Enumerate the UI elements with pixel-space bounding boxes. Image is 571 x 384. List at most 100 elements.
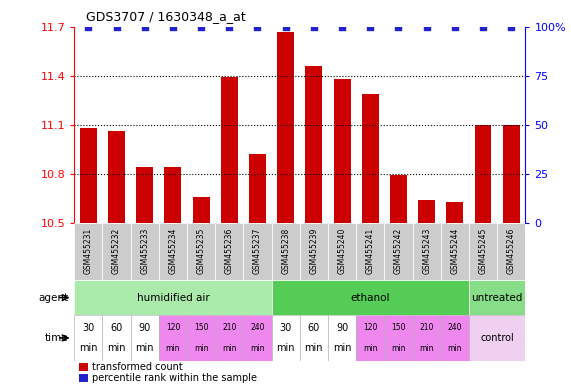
Text: min: min xyxy=(135,343,154,353)
Point xyxy=(337,24,347,30)
Text: GSM455234: GSM455234 xyxy=(168,227,178,274)
Text: 120: 120 xyxy=(166,323,180,332)
Text: untreated: untreated xyxy=(472,293,523,303)
Bar xyxy=(79,363,88,371)
Bar xyxy=(215,315,243,361)
Text: min: min xyxy=(391,344,406,353)
Bar xyxy=(418,200,435,223)
Bar xyxy=(503,125,520,223)
Bar xyxy=(384,315,413,361)
Bar xyxy=(187,315,215,361)
Bar xyxy=(249,154,266,223)
Text: GSM455241: GSM455241 xyxy=(366,227,375,273)
Point xyxy=(84,24,93,30)
Bar xyxy=(356,223,384,280)
Point xyxy=(196,24,206,30)
Text: GSM455235: GSM455235 xyxy=(196,227,206,274)
Point xyxy=(506,24,516,30)
Bar xyxy=(136,167,153,223)
Bar xyxy=(362,94,379,223)
Text: GDS3707 / 1630348_a_at: GDS3707 / 1630348_a_at xyxy=(86,10,246,23)
Bar xyxy=(300,315,328,361)
Bar xyxy=(159,223,187,280)
Text: 240: 240 xyxy=(448,323,462,332)
Text: 30: 30 xyxy=(82,323,94,333)
Bar xyxy=(384,223,413,280)
Bar xyxy=(305,66,323,223)
Text: 90: 90 xyxy=(139,323,151,333)
Point xyxy=(225,24,234,30)
Text: GSM455238: GSM455238 xyxy=(281,227,290,273)
Bar xyxy=(272,315,300,361)
Point xyxy=(253,24,262,30)
Bar xyxy=(221,78,238,223)
Text: time: time xyxy=(45,333,69,343)
Bar xyxy=(300,223,328,280)
Text: GSM455239: GSM455239 xyxy=(309,227,319,274)
Text: min: min xyxy=(276,343,295,353)
Bar xyxy=(272,280,469,315)
Text: min: min xyxy=(363,344,377,353)
Text: 240: 240 xyxy=(250,323,265,332)
Point xyxy=(309,24,319,30)
Bar xyxy=(131,223,159,280)
Bar xyxy=(164,167,182,223)
Text: 120: 120 xyxy=(363,323,377,332)
Bar xyxy=(497,223,525,280)
Bar xyxy=(243,315,272,361)
Text: min: min xyxy=(419,344,434,353)
Text: GSM455240: GSM455240 xyxy=(337,227,347,274)
Bar xyxy=(79,374,88,382)
Text: GSM455242: GSM455242 xyxy=(394,227,403,273)
Bar xyxy=(74,280,272,315)
Text: 90: 90 xyxy=(336,323,348,333)
Text: ethanol: ethanol xyxy=(351,293,390,303)
Text: min: min xyxy=(194,344,208,353)
Bar xyxy=(475,125,492,223)
Bar xyxy=(243,223,272,280)
Point xyxy=(365,24,375,30)
Text: min: min xyxy=(333,343,351,353)
Bar xyxy=(469,223,497,280)
Text: control: control xyxy=(480,333,514,343)
Point xyxy=(394,24,403,30)
Bar xyxy=(441,315,469,361)
Bar xyxy=(102,223,131,280)
Text: 210: 210 xyxy=(222,323,236,332)
Bar xyxy=(328,315,356,361)
Text: 30: 30 xyxy=(280,323,292,333)
Bar xyxy=(413,223,441,280)
Text: 210: 210 xyxy=(420,323,434,332)
Bar xyxy=(441,223,469,280)
Text: GSM455243: GSM455243 xyxy=(422,227,431,274)
Text: min: min xyxy=(250,344,265,353)
Bar xyxy=(187,223,215,280)
Text: min: min xyxy=(107,343,126,353)
Bar xyxy=(108,131,125,223)
Text: GSM455233: GSM455233 xyxy=(140,227,149,274)
Text: percentile rank within the sample: percentile rank within the sample xyxy=(93,372,258,382)
Bar xyxy=(390,175,407,223)
Bar xyxy=(102,315,131,361)
Text: humidified air: humidified air xyxy=(136,293,210,303)
Text: GSM455231: GSM455231 xyxy=(84,227,93,273)
Point xyxy=(422,24,431,30)
Point xyxy=(140,24,149,30)
Text: min: min xyxy=(79,343,98,353)
Bar xyxy=(469,280,525,315)
Bar xyxy=(80,128,97,223)
Point xyxy=(478,24,488,30)
Bar xyxy=(447,202,463,223)
Text: min: min xyxy=(166,344,180,353)
Bar xyxy=(131,315,159,361)
Bar xyxy=(278,32,294,223)
Point xyxy=(451,24,460,30)
Text: GSM455232: GSM455232 xyxy=(112,227,121,273)
Text: transformed count: transformed count xyxy=(93,362,183,372)
Bar xyxy=(74,315,102,361)
Bar xyxy=(356,315,384,361)
Point xyxy=(112,24,121,30)
Text: GSM455237: GSM455237 xyxy=(253,227,262,274)
Bar xyxy=(192,197,210,223)
Text: min: min xyxy=(304,343,323,353)
